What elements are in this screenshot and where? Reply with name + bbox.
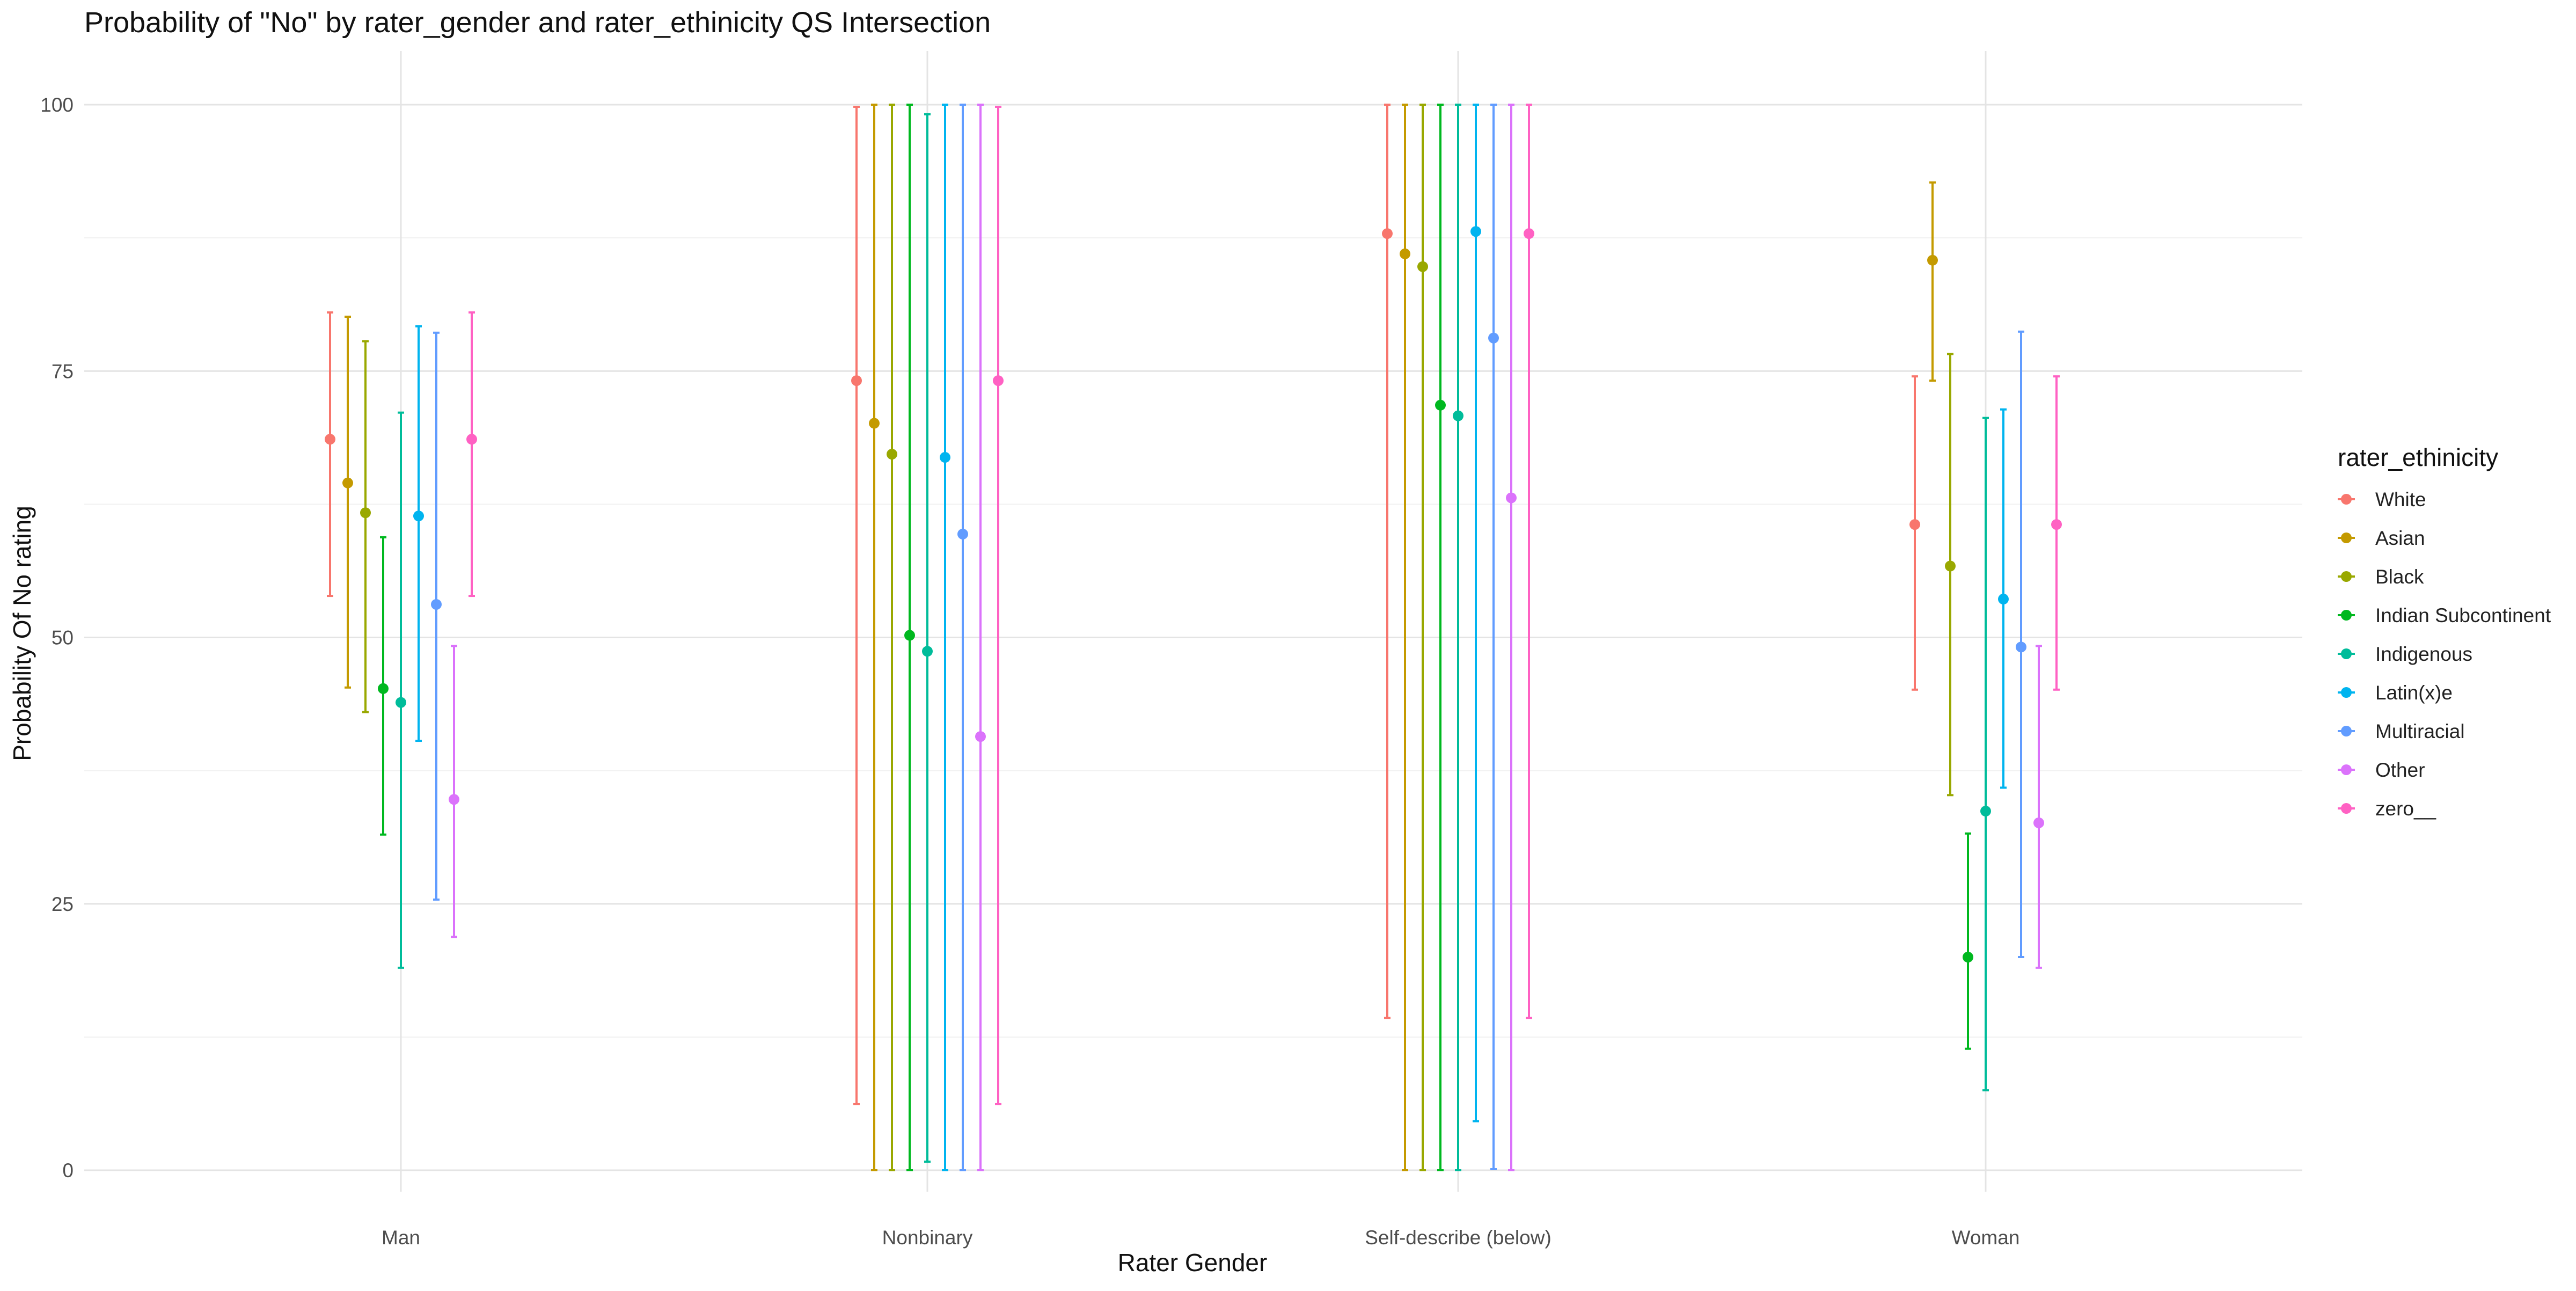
series-zero- <box>466 104 2062 1105</box>
legend-item: zero__ <box>2338 798 2436 820</box>
data-point <box>1488 332 1499 344</box>
y-tick-label: 25 <box>52 893 74 915</box>
data-point <box>431 599 442 610</box>
data-point <box>1400 248 1410 259</box>
legend-key-point <box>2341 533 2352 543</box>
x-axis-ticks: Man Nonbinary Self-describe (below) Woman <box>382 1227 2019 1249</box>
data-point <box>413 510 424 522</box>
x-tick-label: Woman <box>1952 1227 2020 1249</box>
legend-item: Indigenous <box>2338 643 2472 665</box>
data-point <box>887 449 897 460</box>
y-tick-label: 75 <box>52 360 74 382</box>
data-point <box>1980 806 1991 817</box>
data-point <box>2051 519 2062 530</box>
legend-item: White <box>2338 488 2426 510</box>
legend-key-point <box>2341 571 2352 582</box>
data-point <box>449 794 459 805</box>
series-other <box>449 104 2044 1171</box>
legend-label: zero__ <box>2375 798 2436 820</box>
data-point <box>1417 261 1428 272</box>
x-tick-label: Nonbinary <box>882 1227 973 1249</box>
legend-item: Indian Subcontinent <box>2338 604 2551 626</box>
data-point <box>869 418 880 429</box>
legend-label: Black <box>2375 566 2424 588</box>
data-point <box>975 731 986 742</box>
legend-item: Black <box>2338 566 2424 588</box>
data-point <box>1963 952 1973 962</box>
data-point <box>360 507 371 519</box>
error-bar-marks <box>325 104 2062 1171</box>
data-point <box>1470 226 1481 237</box>
data-point <box>1382 228 1393 239</box>
legend-key-point <box>2341 726 2352 736</box>
legend-item: Other <box>2338 759 2425 781</box>
data-point <box>904 630 915 641</box>
y-axis-title: Probability Of No rating <box>8 506 36 761</box>
data-point <box>957 528 968 539</box>
legend-label: Latin(x)e <box>2375 682 2453 704</box>
data-point <box>1435 399 1446 411</box>
data-point <box>922 646 933 657</box>
data-point <box>378 683 389 694</box>
legend-key-point <box>2341 648 2352 659</box>
y-tick-label: 0 <box>62 1159 74 1181</box>
y-tick-label: 50 <box>52 627 74 649</box>
legend-label: White <box>2375 488 2426 510</box>
x-axis-title: Rater Gender <box>1118 1249 1268 1277</box>
series-indian-subcontinent <box>378 104 1973 1171</box>
y-axis-ticks: 0 25 50 75 100 <box>40 94 74 1181</box>
legend-key-point <box>2341 687 2352 698</box>
legend: rater_ethinicity White Asian Black Indian S… <box>2338 443 2551 820</box>
data-point <box>1945 560 1956 572</box>
legend-item: Multiracial <box>2338 720 2465 742</box>
grid-layer <box>84 51 2302 1192</box>
x-tick-label: Man <box>382 1227 420 1249</box>
data-point <box>1927 254 1938 266</box>
legend-label: Multiracial <box>2375 720 2465 742</box>
series-white <box>325 104 1920 1105</box>
data-point <box>1506 492 1517 504</box>
data-point <box>396 697 406 708</box>
legend-key-point <box>2341 610 2352 621</box>
data-point <box>940 452 950 463</box>
legend-label: Indigenous <box>2375 643 2472 665</box>
series-multiracial <box>431 104 2026 1171</box>
data-point <box>1453 410 1463 421</box>
data-point <box>466 434 477 445</box>
data-point <box>1524 228 1534 239</box>
legend-label: Asian <box>2375 527 2425 549</box>
legend-item: Asian <box>2338 527 2425 549</box>
data-point <box>342 477 353 488</box>
data-point <box>2033 817 2044 828</box>
series-latin-x-e <box>413 104 2009 1171</box>
y-tick-label: 100 <box>40 94 74 116</box>
legend-label: Other <box>2375 759 2425 781</box>
data-point <box>1909 519 1920 530</box>
legend-label: Indian Subcontinent <box>2375 604 2551 626</box>
x-tick-label: Self-describe (below) <box>1365 1227 1552 1249</box>
data-point <box>325 434 335 445</box>
data-point <box>2016 641 2026 653</box>
legend-key-point <box>2341 764 2352 775</box>
data-point <box>993 375 1004 386</box>
legend-item: Latin(x)e <box>2338 682 2453 704</box>
legend-key-point <box>2341 803 2352 814</box>
series-asian <box>342 104 1938 1171</box>
series-black <box>360 104 1956 1171</box>
legend-title: rater_ethinicity <box>2338 443 2498 471</box>
legend-key-point <box>2341 494 2352 505</box>
data-point <box>851 375 862 386</box>
series-indigenous <box>396 104 1991 1171</box>
chart-title: Probability of "No" by rater_gender and … <box>84 6 991 39</box>
data-point <box>1998 594 2009 605</box>
